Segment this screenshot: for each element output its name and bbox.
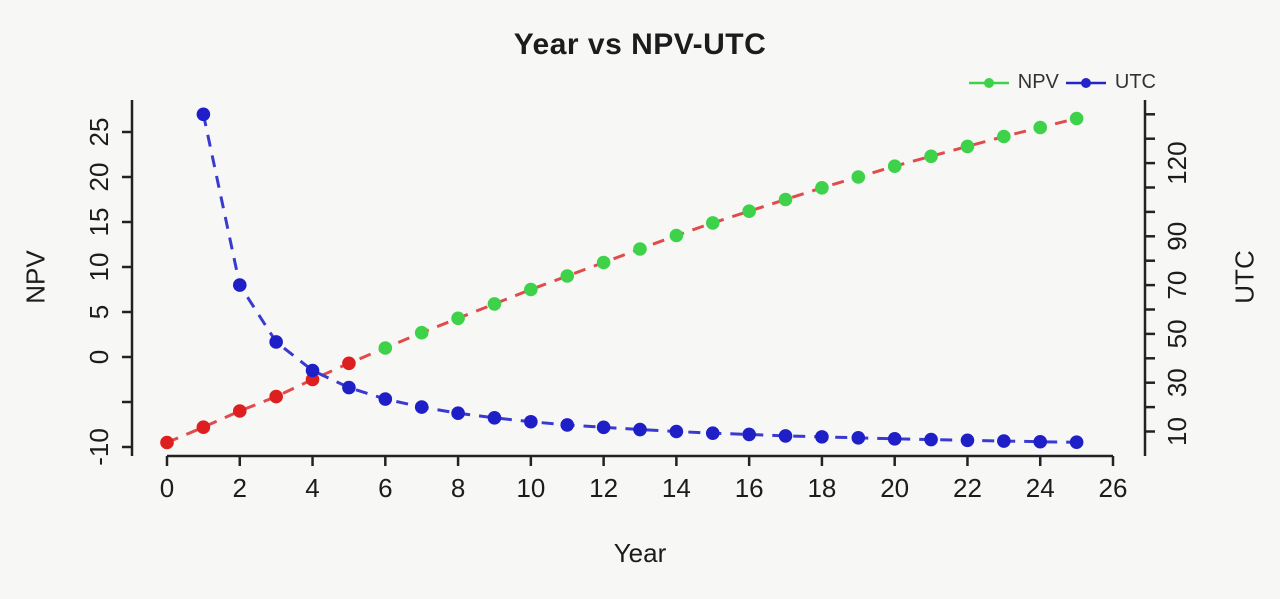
utc-point xyxy=(414,400,429,414)
utc-point xyxy=(487,411,502,425)
right-tick-label: 50 xyxy=(1162,319,1192,348)
npv-point xyxy=(378,341,393,355)
x-tick-label: 18 xyxy=(807,473,836,503)
npv-line-marker-icon xyxy=(968,77,1009,88)
x-tick-label: 2 xyxy=(233,473,247,503)
legend-item-npv: NPV xyxy=(968,71,1059,94)
legend-item-utc: UTC xyxy=(1065,71,1156,94)
npv-point xyxy=(887,159,902,173)
utc-point xyxy=(742,427,756,442)
utc-point xyxy=(997,434,1011,448)
utc-point xyxy=(305,363,320,378)
npv-point xyxy=(451,311,465,326)
utc-point xyxy=(232,278,247,292)
left-tick-label: -10 xyxy=(84,428,114,466)
left-tick-label: 10 xyxy=(84,253,114,282)
left-tick-label: 20 xyxy=(84,163,114,192)
npv-point xyxy=(342,356,356,371)
chart-title: Year vs NPV-UTC xyxy=(513,28,767,61)
npv-point xyxy=(742,204,756,218)
npv-point xyxy=(596,255,611,270)
npv-point xyxy=(269,389,283,404)
npv-point xyxy=(487,297,502,311)
npv-point xyxy=(160,435,174,450)
x-tick-label: 6 xyxy=(378,473,392,503)
utc-line-marker-icon xyxy=(1065,77,1106,88)
x-axis-title: Year xyxy=(613,538,667,568)
x-tick-label: 20 xyxy=(880,473,909,503)
legend-label-npv: NPV xyxy=(1017,71,1059,93)
x-tick-label: 0 xyxy=(160,473,174,503)
x-tick-label: 10 xyxy=(516,473,545,503)
right-tick-label: 10 xyxy=(1162,417,1192,446)
utc-point xyxy=(196,107,211,122)
left-tick-label: 25 xyxy=(84,118,114,147)
npv-point xyxy=(196,420,211,435)
utc-point xyxy=(1033,434,1048,449)
utc-point xyxy=(633,422,647,437)
utc-point xyxy=(887,432,902,446)
x-tick-label: 14 xyxy=(662,473,691,503)
utc-point xyxy=(596,420,611,435)
npv-point xyxy=(1069,111,1084,126)
npv-line xyxy=(166,117,1077,444)
npv-point xyxy=(560,269,575,283)
npv-point xyxy=(633,242,647,256)
right-tick-label: 30 xyxy=(1162,368,1192,397)
npv-point xyxy=(524,282,538,297)
legend-label-utc: UTC xyxy=(1114,71,1156,93)
npv-point xyxy=(705,216,720,230)
utc-point xyxy=(669,424,684,439)
utc-point xyxy=(524,414,538,429)
x-tick-label: 26 xyxy=(1099,473,1128,503)
x-tick-label: 12 xyxy=(589,473,618,503)
npv-point xyxy=(924,149,938,164)
npv-point xyxy=(669,228,684,243)
utc-point xyxy=(1069,435,1084,450)
utc-point xyxy=(815,430,829,444)
npv-point xyxy=(414,325,429,340)
x-tick-label: 22 xyxy=(953,473,982,503)
right-tick-label: 120 xyxy=(1162,141,1192,184)
npv-point xyxy=(232,404,247,418)
utc-point xyxy=(560,418,575,432)
utc-point xyxy=(342,380,356,395)
left-tick-label: 0 xyxy=(84,350,114,364)
utc-line xyxy=(201,113,1077,444)
utc-point xyxy=(269,335,283,349)
utc-point xyxy=(851,431,866,445)
utc-point xyxy=(960,433,975,448)
x-tick-label: 4 xyxy=(305,473,319,503)
x-tick-label: 16 xyxy=(735,473,764,503)
utc-point xyxy=(705,426,720,441)
utc-point xyxy=(778,429,793,443)
x-tick-label: 8 xyxy=(451,473,465,503)
right-tick-label: 90 xyxy=(1162,222,1192,251)
utc-point xyxy=(451,406,465,421)
utc-point xyxy=(924,432,938,447)
left-tick-label: 5 xyxy=(84,305,114,319)
npv-point xyxy=(960,139,975,154)
npv-point xyxy=(815,181,829,195)
x-tick-label: 24 xyxy=(1026,473,1055,503)
npv-point xyxy=(778,192,793,207)
left-tick-label: 15 xyxy=(84,208,114,237)
npv-point xyxy=(997,129,1011,144)
utc-point xyxy=(378,392,393,406)
npv-point xyxy=(851,170,866,184)
right-tick-label: 70 xyxy=(1162,271,1192,300)
legend: NPV UTC xyxy=(968,71,1156,94)
npv-point xyxy=(1033,120,1048,135)
